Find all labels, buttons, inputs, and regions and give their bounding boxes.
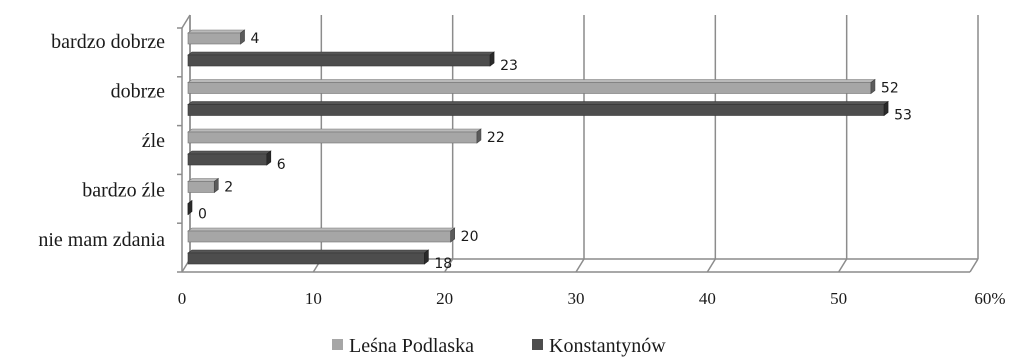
- bars: [187, 29, 889, 265]
- bar-top: [187, 227, 456, 232]
- data-label: 4: [251, 31, 260, 47]
- data-label: 0: [198, 207, 207, 223]
- category-labels: bardzo dobrze dobrze źle bardzo źle nie mam …: [38, 31, 165, 251]
- bar-top: [187, 51, 495, 56]
- x-tick-label: 40: [699, 289, 716, 308]
- x-tick-label: 20: [436, 289, 453, 308]
- x-tick-label: 10: [305, 289, 322, 308]
- bar: [187, 153, 268, 166]
- floor-diagonal: [838, 258, 848, 273]
- bar: [187, 181, 215, 193]
- category-label: bardzo dobrze: [51, 31, 165, 53]
- legend-swatch: [532, 339, 543, 350]
- bar: [187, 82, 872, 94]
- bar-end: [187, 199, 193, 216]
- bar: [187, 131, 478, 144]
- bar-end: [476, 128, 482, 144]
- legend-label: Leśna Podlaska: [349, 335, 474, 357]
- category-label: źle: [142, 130, 165, 152]
- y-axis-top-edge: [181, 14, 191, 29]
- bar-top: [187, 29, 246, 34]
- category-label: bardzo źle: [82, 180, 165, 202]
- legend-swatch: [332, 339, 343, 350]
- category-label: nie mam zdania: [38, 229, 165, 251]
- data-label: 6: [277, 157, 286, 173]
- x-tick-label: 30: [568, 289, 585, 308]
- legend: Leśna Podlaska Konstantynów: [332, 335, 666, 357]
- bar-end: [450, 227, 455, 243]
- data-label: 23: [500, 58, 518, 74]
- bar-top: [187, 249, 430, 254]
- floor-diagonal: [706, 258, 716, 273]
- data-label: 18: [434, 256, 452, 272]
- bar: [187, 104, 885, 116]
- bar-top: [187, 128, 482, 133]
- bar: [187, 230, 451, 243]
- data-label: 22: [487, 130, 505, 146]
- category-label: dobrze: [111, 81, 166, 103]
- bar-end: [213, 177, 219, 194]
- floor-diagonal: [575, 258, 585, 273]
- bar-end: [424, 249, 429, 265]
- floor-diagonal: [444, 258, 454, 273]
- tick-labels: 0 10 20 30 40 50 60%: [178, 289, 1006, 308]
- x-tick-label: 50: [830, 289, 847, 308]
- x-tick-label: 0: [178, 289, 187, 308]
- bar-end: [266, 150, 272, 166]
- data-label: 20: [461, 229, 479, 245]
- data-label: 52: [881, 81, 899, 97]
- bar-top: [187, 79, 876, 83]
- legend-label: Konstantynów: [549, 335, 666, 357]
- bar: [187, 252, 425, 265]
- x-tick-label: 60%: [974, 289, 1005, 308]
- data-label: 53: [894, 108, 912, 124]
- bar-end: [883, 100, 889, 117]
- floor-diagonal: [969, 258, 979, 273]
- bar: [187, 54, 491, 67]
- bar-end: [489, 51, 495, 67]
- bar-top: [187, 178, 220, 182]
- bar-top: [187, 150, 272, 155]
- data-label: 2: [224, 180, 233, 196]
- bar-end: [870, 78, 876, 95]
- bar-top: [187, 101, 889, 105]
- bar: [187, 32, 241, 45]
- bar-end: [240, 29, 245, 45]
